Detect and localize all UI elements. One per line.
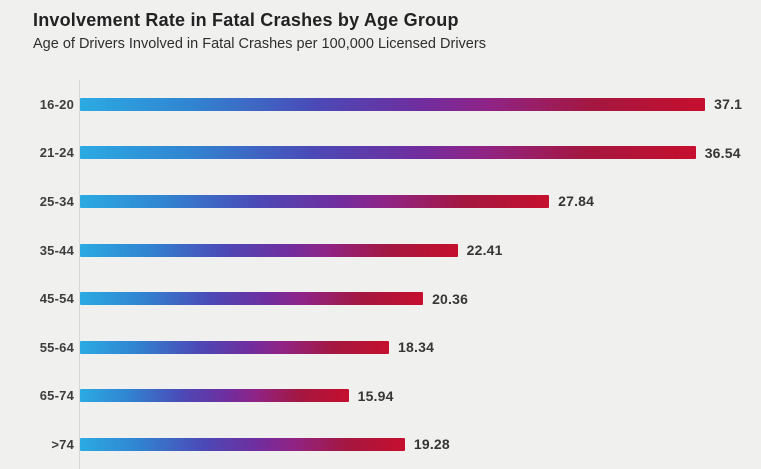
bar-zone: 20.36 (79, 274, 761, 323)
bar-row: >74 19.28 (0, 420, 761, 469)
y-tick-label: 65-74 (39, 388, 74, 404)
bar-zone: 15.94 (79, 371, 761, 421)
bar (80, 194, 550, 208)
bar (80, 389, 349, 403)
y-tick-label: 45-54 (39, 291, 74, 307)
value-label: 37.1 (714, 96, 743, 113)
bar-row: 55-64 18.34 (0, 322, 761, 372)
y-tick-label: 16-20 (39, 96, 74, 112)
bar-row: 16-20 37.1 (0, 80, 761, 129)
bar-zone: 36.54 (79, 128, 761, 178)
bar-zone: 37.1 (79, 80, 761, 129)
bar-zone: 27.84 (79, 177, 761, 226)
bar-zone: 18.34 (79, 322, 761, 372)
bar-row: 21-24 36.54 (0, 128, 761, 178)
bar (80, 97, 706, 111)
value-label: 19.28 (413, 436, 450, 453)
value-label: 22.41 (466, 242, 503, 259)
bar (80, 437, 405, 451)
chart-subtitle: Age of Drivers Involved in Fatal Crashes… (33, 36, 486, 52)
y-tick-label: 55-64 (39, 339, 74, 355)
value-label: 15.94 (357, 387, 394, 404)
bar-zone: 22.41 (79, 225, 761, 275)
value-label: 18.34 (398, 339, 435, 356)
y-tick-label: >74 (51, 436, 74, 452)
bar (80, 146, 696, 160)
chart-title: Involvement Rate in Fatal Crashes by Age… (33, 10, 459, 30)
value-label: 36.54 (704, 144, 741, 161)
y-tick-label: 35-44 (39, 242, 74, 258)
bar-row: 35-44 22.41 (0, 225, 761, 275)
plot-area: 16-20 37.1 21-24 36.54 25-34 27.84 35-44 22.41 4… (0, 80, 761, 469)
bar-row: 25-34 27.84 (0, 177, 761, 226)
bar-row: 45-54 20.36 (0, 274, 761, 323)
y-tick-label: 21-24 (39, 145, 74, 161)
value-label: 27.84 (558, 193, 595, 210)
bar-zone: 19.28 (79, 420, 761, 469)
y-tick-label: 25-34 (39, 193, 74, 209)
bar (80, 292, 424, 306)
bar-row: 65-74 15.94 (0, 371, 761, 421)
value-label: 20.36 (432, 290, 469, 307)
bar (80, 243, 458, 257)
bar (80, 340, 390, 354)
